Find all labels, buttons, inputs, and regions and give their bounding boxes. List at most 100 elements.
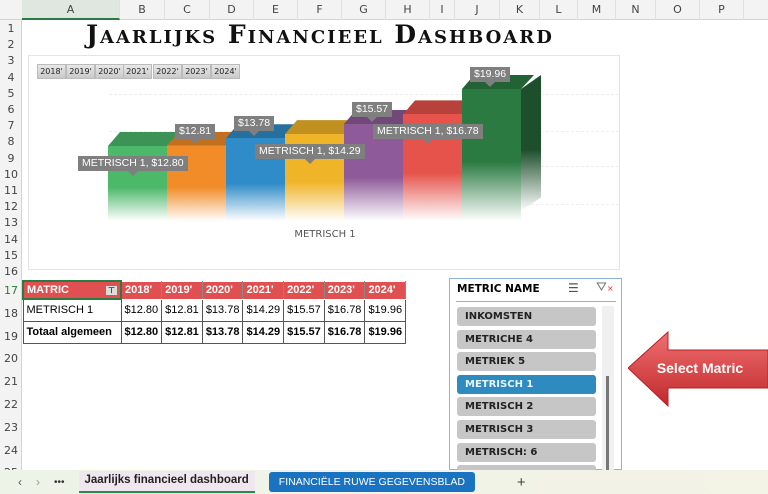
matric-filter-header[interactable]: MATRIC ⊤ — [22, 280, 122, 300]
bar[interactable] — [462, 75, 534, 221]
column-header[interactable]: F — [298, 0, 342, 20]
column-header[interactable]: P — [700, 0, 744, 20]
column-header[interactable]: E — [254, 0, 298, 20]
column-header[interactable]: G — [342, 0, 386, 20]
year-filter-button[interactable]: 2024' — [211, 64, 240, 79]
slicer-item[interactable]: METRISCH 1 — [457, 374, 596, 394]
table-cell[interactable]: $13.78 — [201, 320, 244, 344]
table-row: Totaal algemeen $12.80 $12.81 $13.78 $14.29 $… — [22, 320, 407, 344]
column-header[interactable]: J — [455, 0, 500, 20]
column-header[interactable]: D — [210, 0, 254, 20]
row-header[interactable]: 12 — [4, 200, 18, 214]
table-cell[interactable]: $16.78 — [323, 320, 366, 344]
row-header[interactable]: 18 — [4, 306, 18, 320]
slicer-item[interactable]: METRIEK 5 — [457, 352, 596, 372]
table-cell[interactable]: $15.57 — [283, 320, 325, 344]
row-header[interactable]: 13 — [4, 216, 18, 230]
row-header[interactable]: 10 — [4, 167, 18, 181]
row-header[interactable]: 4 — [7, 70, 15, 84]
column-header[interactable]: B — [120, 0, 165, 20]
data-label: METRISCH 1, $14.29 — [255, 144, 365, 165]
tab-dashboard[interactable]: Jaarlijks financieel dashboard — [78, 471, 255, 493]
year-filter-button[interactable]: 2021' — [123, 64, 152, 79]
slicer-item[interactable]: METRISCH: 6 — [457, 442, 596, 462]
table-cell[interactable]: $14.29 — [242, 298, 285, 322]
clear-filter-icon[interactable]: ⛛× — [596, 280, 614, 295]
column-header[interactable]: C — [165, 0, 210, 20]
slicer-item[interactable]: METRICHE 4 — [457, 329, 596, 349]
select-matric-callout: Select Matric — [628, 330, 768, 408]
add-sheet-button[interactable]: + — [516, 473, 526, 491]
column-header[interactable]: I — [430, 0, 455, 20]
bar-side — [521, 75, 541, 211]
data-label: $13.78 — [234, 116, 275, 137]
prev-sheet-icon[interactable]: ‹ — [18, 475, 22, 489]
row-header[interactable]: 9 — [7, 151, 15, 165]
multi-select-icon[interactable]: ☰ — [568, 281, 579, 295]
year-filter-button[interactable]: 2023' — [182, 64, 211, 79]
row-header[interactable]: 22 — [4, 398, 18, 411]
row-header[interactable]: 23 — [4, 420, 18, 434]
year-filter-button[interactable]: 2020' — [95, 64, 124, 79]
column-header[interactable]: O — [656, 0, 700, 20]
row-header[interactable]: 7 — [7, 119, 15, 133]
table-cell[interactable]: $12.80 — [120, 320, 163, 344]
next-sheet-icon[interactable]: › — [36, 475, 40, 489]
slicer-item[interactable]: METRISCH 2 — [457, 397, 596, 417]
column-header[interactable]: A — [22, 0, 120, 20]
filter-dropdown-icon[interactable]: ⊤ — [106, 286, 117, 295]
slicer-item[interactable]: METRISCH 3 — [457, 420, 596, 439]
table-cell[interactable]: $16.78 — [323, 298, 366, 322]
column-header-cell: 2020' — [201, 280, 244, 300]
more-sheets-button[interactable]: ••• — [54, 476, 65, 488]
row-header[interactable]: 3 — [7, 54, 15, 68]
row-header[interactable]: 1 — [7, 22, 15, 35]
row-header[interactable]: 20 — [4, 352, 18, 366]
data-label: $19.96 — [470, 67, 511, 87]
slicer-item[interactable] — [457, 465, 596, 472]
year-filter-button[interactable]: 2022' — [153, 64, 182, 79]
row-header[interactable]: 16 — [4, 265, 18, 278]
table-cell[interactable]: Totaal algemeen — [22, 320, 122, 344]
year-filter-button[interactable]: 2019' — [66, 64, 95, 79]
row-header[interactable]: 8 — [7, 135, 15, 149]
column-header[interactable]: M — [578, 0, 616, 20]
row-header[interactable]: 17 — [4, 284, 18, 297]
tab-raw-data[interactable]: FINANCIËLE RUWE GEGEVENSBLAD — [268, 472, 475, 492]
table-cell[interactable]: METRISCH 1 — [22, 298, 122, 322]
table-cell[interactable]: $12.80 — [120, 298, 163, 322]
table-cell[interactable]: $12.81 — [161, 320, 203, 344]
row-header[interactable]: 21 — [4, 375, 18, 389]
slicer-scrollbar[interactable] — [602, 306, 614, 471]
row-header[interactable]: 5 — [7, 86, 15, 100]
row-header[interactable]: 6 — [7, 103, 15, 116]
table-cell[interactable]: $14.29 — [242, 320, 285, 344]
year-filter-button[interactable]: 2018' — [37, 64, 66, 79]
table-cell[interactable]: $12.81 — [161, 298, 203, 322]
table-cell[interactable]: $13.78 — [201, 298, 244, 322]
row-header[interactable]: 2 — [7, 38, 15, 52]
row-header[interactable]: 24 — [4, 443, 18, 457]
row-header[interactable]: 19 — [4, 329, 18, 343]
bar[interactable] — [344, 109, 416, 221]
table-cell[interactable]: $15.57 — [283, 298, 325, 322]
metric-slicer[interactable]: METRIC NAME ☰ ⛛× INKOMSTEN METRICHE 4 METR… — [449, 278, 622, 472]
column-header[interactable]: K — [500, 0, 540, 20]
table-cell[interactable]: $19.96 — [364, 320, 407, 344]
data-label: $15.57 — [352, 101, 393, 122]
column-header-cell: 2018' — [120, 280, 163, 300]
row-headers: 1234567891011121314151617181920212223242… — [0, 20, 22, 479]
column-header[interactable]: N — [616, 0, 656, 20]
column-header[interactable]: L — [540, 0, 578, 20]
column-header-cell: 2024' — [364, 280, 407, 300]
row-header[interactable]: 11 — [4, 184, 18, 197]
row-header[interactable]: 14 — [4, 232, 18, 246]
slicer-title: METRIC NAME — [457, 283, 540, 295]
slicer-item[interactable]: INKOMSTEN — [457, 307, 596, 326]
column-header-cell: 2019' — [161, 280, 203, 300]
table-cell[interactable]: $19.96 — [364, 298, 407, 322]
bar-chart[interactable]: METRISCH 1 2018' 2019' 2020' 2021' 2022' 2023… — [28, 55, 620, 270]
column-header[interactable]: H — [386, 0, 430, 20]
row-header[interactable]: 15 — [4, 248, 18, 262]
